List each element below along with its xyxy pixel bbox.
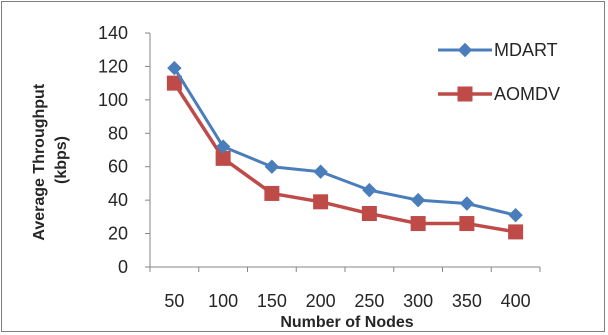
- data-point-mdart: [313, 164, 328, 179]
- series-line-mdart: [173, 67, 516, 217]
- data-point-aomdv: [410, 216, 426, 232]
- data-point-aomdv: [264, 185, 280, 201]
- data-point-aomdv: [508, 224, 524, 240]
- series-aomdv: [166, 75, 524, 240]
- x-tick-label: 300: [403, 291, 433, 311]
- data-point-mdart: [362, 182, 377, 198]
- data-point-aomdv: [361, 206, 377, 222]
- series-line-aomdv: [172, 82, 516, 234]
- y-tick-label: 80: [108, 123, 128, 143]
- data-point-aomdv: [166, 75, 182, 91]
- legend-item-aomdv: AOMDV: [438, 84, 560, 104]
- y-tick-label: 0: [118, 257, 128, 277]
- x-axis-title: Number of Nodes: [280, 314, 413, 331]
- legend-label: AOMDV: [494, 84, 560, 104]
- data-point-mdart: [410, 192, 426, 208]
- legend-marker: [457, 86, 473, 102]
- data-point-mdart: [215, 139, 231, 154]
- data-point-aomdv: [215, 150, 231, 166]
- y-axis-ticks: 0 20 40 60 80 100 120 140: [98, 23, 150, 277]
- data-point-aomdv: [313, 194, 329, 210]
- x-axis-ticks: 50 100 150 200 250 300 350 400: [149, 267, 541, 311]
- data-point-mdart: [167, 60, 182, 76]
- y-tick-label: 100: [98, 90, 128, 110]
- data-point-mdart: [459, 196, 475, 211]
- y-tick-label: 60: [108, 157, 128, 177]
- y-tick-label: 20: [108, 224, 128, 244]
- x-tick-label: 350: [452, 291, 482, 311]
- x-tick-label: 50: [164, 291, 184, 311]
- x-tick-label: 250: [354, 291, 384, 311]
- x-tick-label: 100: [208, 291, 238, 311]
- y-tick-label: 140: [98, 23, 128, 43]
- legend-item-mdart: MDART: [438, 40, 558, 60]
- y-axis-title: Average Throughput (kbps): [31, 79, 70, 240]
- series-layer: [166, 60, 524, 240]
- x-tick-label: 400: [501, 291, 531, 311]
- legend-marker: [457, 42, 473, 58]
- series-mdart: [167, 60, 523, 223]
- x-tick-label: 200: [306, 291, 336, 311]
- y-tick-label: 40: [108, 190, 128, 210]
- data-point-mdart: [508, 207, 523, 223]
- data-point-mdart: [264, 159, 280, 174]
- data-point-aomdv: [459, 216, 475, 232]
- y-axis-title-line-1: Average Throughput: [31, 83, 48, 240]
- x-tick-label: 150: [257, 291, 287, 311]
- y-axis-title-line-2: (kbps): [53, 136, 70, 184]
- legend: MDART AOMDV: [438, 40, 560, 104]
- legend-label: MDART: [494, 40, 558, 60]
- y-tick-label: 120: [98, 56, 128, 76]
